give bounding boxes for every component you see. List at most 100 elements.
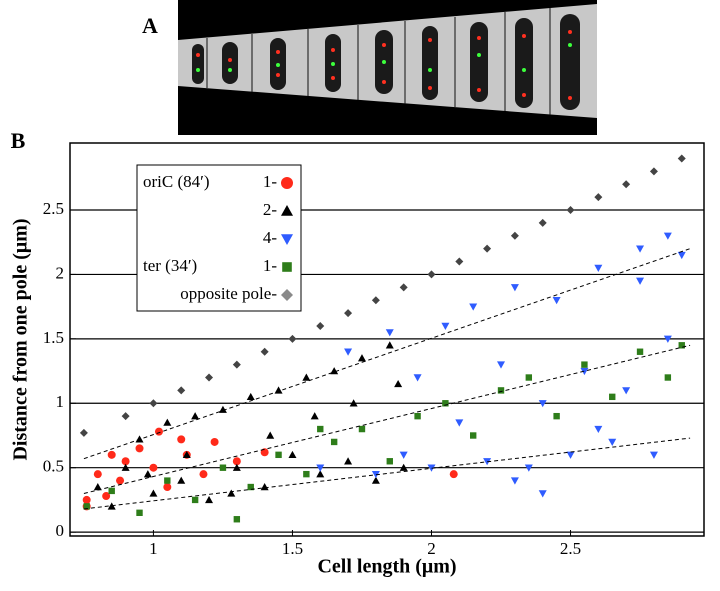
point bbox=[163, 483, 172, 492]
point bbox=[399, 283, 408, 292]
point bbox=[121, 463, 130, 471]
point bbox=[177, 435, 186, 444]
point bbox=[636, 245, 645, 253]
point bbox=[357, 354, 366, 362]
point bbox=[594, 425, 603, 434]
point bbox=[552, 297, 561, 305]
point bbox=[344, 457, 353, 465]
point bbox=[79, 428, 88, 437]
point bbox=[177, 386, 186, 395]
micrograph bbox=[178, 0, 597, 135]
point bbox=[386, 458, 393, 465]
point bbox=[82, 495, 91, 504]
point bbox=[149, 489, 158, 497]
point bbox=[316, 321, 325, 330]
y-tick-label: 1 bbox=[56, 392, 65, 411]
point bbox=[260, 448, 269, 457]
trend-line bbox=[83, 248, 691, 460]
point bbox=[260, 483, 269, 491]
point bbox=[510, 231, 519, 240]
point bbox=[349, 399, 358, 407]
point bbox=[455, 257, 464, 266]
point bbox=[102, 492, 111, 501]
point bbox=[177, 476, 186, 484]
point bbox=[93, 470, 102, 479]
legend-label: opposite pole- bbox=[180, 284, 277, 303]
point bbox=[427, 270, 436, 279]
point bbox=[483, 458, 492, 466]
point bbox=[232, 457, 241, 466]
y-axis-title: Distance from one pole (μm) bbox=[10, 218, 32, 460]
legend-label: 1- bbox=[263, 172, 278, 191]
point bbox=[233, 516, 241, 523]
point bbox=[310, 412, 319, 420]
point bbox=[205, 495, 214, 504]
point bbox=[205, 373, 214, 382]
point bbox=[371, 296, 380, 305]
point bbox=[302, 373, 311, 381]
point bbox=[358, 425, 366, 433]
panel-label: B bbox=[11, 128, 26, 153]
point bbox=[371, 476, 380, 484]
point bbox=[210, 437, 219, 446]
point bbox=[677, 154, 686, 163]
point bbox=[191, 412, 200, 420]
point bbox=[609, 393, 616, 401]
point bbox=[663, 232, 672, 240]
point bbox=[525, 374, 533, 381]
point bbox=[441, 322, 450, 330]
point bbox=[469, 303, 478, 311]
panel-label: A bbox=[142, 13, 158, 38]
point bbox=[455, 419, 464, 427]
point bbox=[413, 374, 422, 382]
point bbox=[136, 509, 143, 517]
point bbox=[107, 502, 116, 510]
point bbox=[288, 334, 297, 343]
point bbox=[497, 361, 506, 369]
point bbox=[121, 412, 130, 421]
y-tick-label: 0.5 bbox=[43, 457, 64, 476]
point bbox=[622, 387, 631, 395]
point bbox=[483, 244, 492, 253]
point bbox=[636, 348, 644, 355]
point bbox=[414, 412, 421, 420]
point bbox=[303, 470, 310, 478]
point bbox=[247, 483, 254, 491]
point bbox=[677, 251, 686, 260]
y-tick-label: 1.5 bbox=[43, 328, 64, 347]
point bbox=[288, 450, 297, 459]
y-tick-label: 0 bbox=[56, 521, 65, 540]
point bbox=[538, 490, 547, 498]
point bbox=[538, 400, 547, 408]
point bbox=[232, 463, 241, 471]
point bbox=[553, 412, 560, 420]
y-tick-label: 2.5 bbox=[43, 199, 64, 218]
point bbox=[143, 470, 152, 478]
point bbox=[663, 335, 672, 343]
point bbox=[135, 444, 144, 453]
point bbox=[470, 432, 477, 439]
point bbox=[246, 392, 255, 401]
point bbox=[107, 450, 116, 459]
point bbox=[622, 180, 631, 189]
point bbox=[649, 167, 658, 176]
point bbox=[566, 206, 575, 215]
point bbox=[316, 464, 325, 472]
point bbox=[121, 457, 130, 466]
point bbox=[182, 450, 191, 459]
point bbox=[399, 463, 408, 471]
legend-label: 1- bbox=[263, 256, 278, 275]
point bbox=[149, 399, 158, 408]
x-axis-title: Cell length (μm) bbox=[317, 556, 456, 578]
point bbox=[594, 193, 603, 202]
point bbox=[330, 438, 338, 446]
point bbox=[274, 386, 283, 394]
point bbox=[497, 387, 505, 394]
point bbox=[608, 438, 617, 446]
point bbox=[316, 470, 325, 478]
point bbox=[266, 431, 275, 439]
point bbox=[344, 309, 353, 318]
point bbox=[566, 451, 575, 459]
trend-line bbox=[83, 437, 691, 510]
